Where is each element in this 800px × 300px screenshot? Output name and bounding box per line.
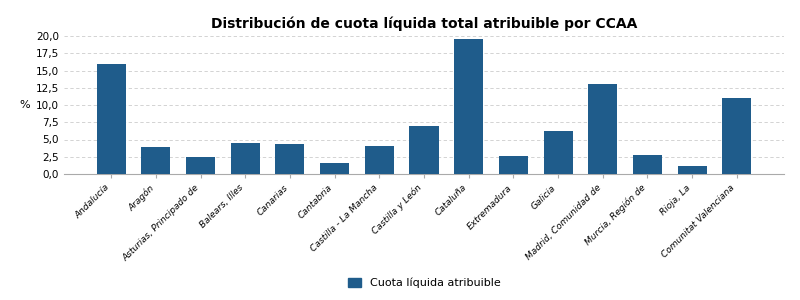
Bar — [230, 143, 260, 174]
Bar — [186, 157, 215, 174]
Bar — [588, 84, 618, 174]
Bar — [633, 155, 662, 174]
Bar — [275, 144, 305, 174]
Bar — [320, 163, 349, 174]
Bar — [722, 98, 751, 174]
Bar — [499, 156, 528, 174]
Bar — [410, 126, 438, 174]
Bar — [365, 146, 394, 174]
Bar — [142, 147, 170, 174]
Bar — [97, 64, 126, 174]
Bar — [678, 167, 706, 174]
Legend: Cuota líquida atribuible: Cuota líquida atribuible — [343, 273, 505, 293]
Y-axis label: %: % — [19, 100, 30, 110]
Bar — [543, 131, 573, 174]
Title: Distribución de cuota líquida total atribuible por CCAA: Distribución de cuota líquida total atri… — [211, 16, 637, 31]
Bar — [454, 39, 483, 174]
